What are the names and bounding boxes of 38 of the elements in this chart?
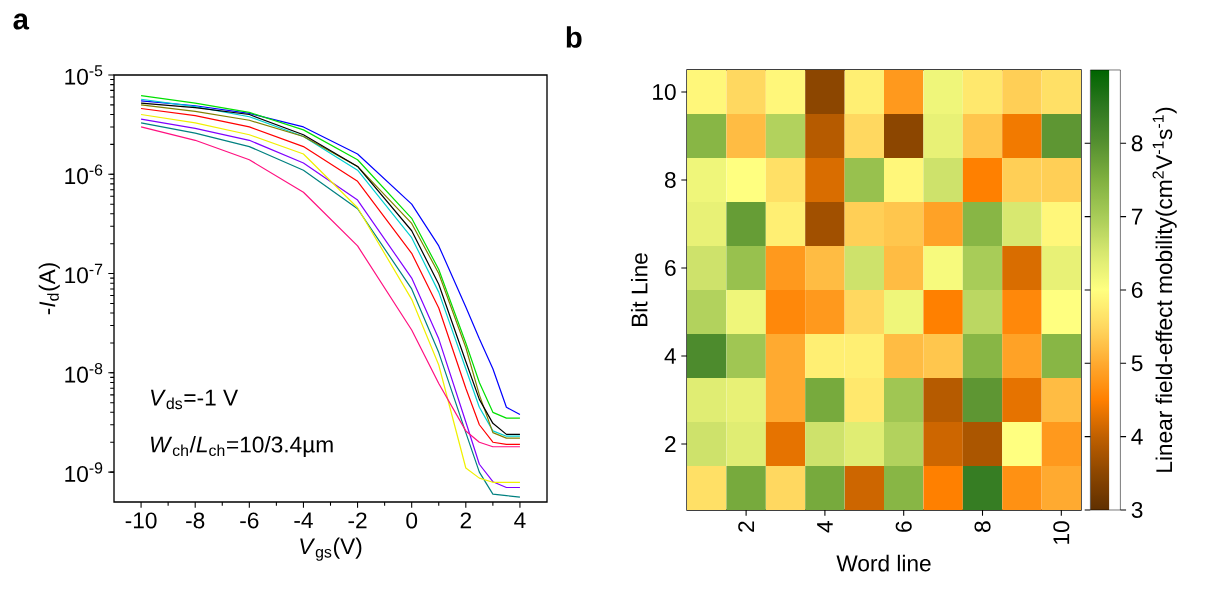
y-tick-label: 10 [653,83,676,101]
color-bar-label: 7 [1131,208,1143,225]
x-tick-label: 2 [738,521,755,532]
x-tick-label: -2 [348,512,367,529]
x-tick-label: 6 [895,521,912,532]
x-tick-label: 2 [460,512,471,529]
color-bar-label: 5 [1131,355,1143,372]
y-tick-label: 6 [665,259,676,277]
y-tick-label: 10$^{-7}$ [65,263,103,284]
x-tick-label: -4 [294,512,313,528]
y-axis-title: Bit Line [630,253,648,326]
annotation: W$_{ch}$/L$_{ch}$=10/3.4µm [151,435,333,458]
chart-title: b [566,26,582,48]
color-bar-label: 8 [1131,135,1143,152]
annotation: V$_{ds}$=-1 V [151,389,239,410]
y-tick-label: 4 [664,348,676,364]
x-axis-title: Word line [836,554,931,572]
x-tick-label: -8 [186,512,205,529]
y-tick-label: 2 [665,436,676,452]
x-tick-label: 10 [1053,521,1070,544]
y-tick-label: 10$^{-5}$ [65,65,103,85]
y-tick-label: 10$^{-8}$ [65,363,103,383]
x-tick-label: 4 [514,512,526,528]
y-axis-title: -I$_{d}$(A) [38,263,60,315]
x-tick-label: 4 [817,521,833,533]
y-tick-label: 8 [664,171,676,189]
x-tick-label: 8 [974,521,991,533]
x-tick-label: -10 [125,512,157,529]
color-bar-label: 3 [1131,501,1143,519]
x-tick-label: -6 [240,512,259,529]
x-axis-title: V$_{gs}$(V) [300,537,362,561]
chart-title: a [13,13,30,30]
y-tick-label: 10$^{-9}$ [65,462,103,482]
color-bar-label: 6 [1131,281,1143,299]
color-bar-title: Linear field-effect mobility(cm$^{2}$V$^{-1}$s$^{-1}$) [1152,107,1177,472]
color-bar-label: 4 [1131,428,1143,445]
x-tick-label: 0 [406,512,418,529]
y-tick-label: 10$^{-6}$ [65,164,103,185]
